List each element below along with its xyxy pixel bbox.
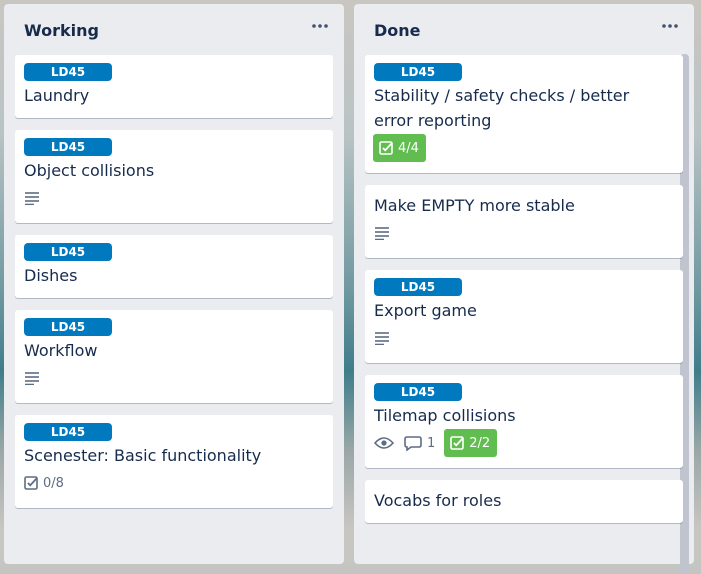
comments-badge: 1 <box>404 435 435 451</box>
card-title: Dishes <box>24 266 78 285</box>
card[interactable]: LD45 Tilemap collisions 1 2/2 <box>365 375 683 468</box>
checklist-icon <box>450 436 465 450</box>
card[interactable]: LD45 Scenester: Basic functionality 0/8 <box>15 415 333 508</box>
checklist-icon <box>379 141 393 155</box>
card-label[interactable]: LD45 <box>24 138 112 156</box>
description-icon <box>24 191 40 205</box>
badges <box>24 363 324 393</box>
card[interactable]: LD45 Workflow <box>15 310 333 403</box>
card[interactable]: LD45 Export game <box>365 270 683 363</box>
card-title: Object collisions <box>24 161 155 180</box>
checklist-icon <box>450 436 465 450</box>
card[interactable]: LD45 Stability / safety checks / better e… <box>365 55 683 173</box>
watch-icon <box>374 437 394 449</box>
description-icon <box>374 226 390 240</box>
list-menu <box>662 24 678 28</box>
badges: 4/4 <box>373 133 674 163</box>
badges: 1 2/2 <box>374 428 674 458</box>
card-label[interactable]: LD45 <box>374 278 462 296</box>
badges <box>24 183 324 213</box>
list-title: Done <box>374 21 421 40</box>
checklist-count: 0/8 <box>43 475 64 491</box>
card-title: Make EMPTY more stable <box>374 196 575 215</box>
list-menu[interactable] <box>662 24 678 28</box>
description-icon <box>375 227 389 240</box>
scrollbar <box>680 54 689 574</box>
checklist-badge: 2/2 <box>444 429 498 457</box>
description-icon <box>25 192 39 205</box>
card-label[interactable]: LD45 <box>374 383 462 401</box>
badges: 0/8 <box>24 468 324 498</box>
card-label[interactable]: LD45 <box>24 243 112 261</box>
checklist-badge: 4/4 <box>373 134 426 162</box>
checklist-icon <box>24 476 38 490</box>
card-title: Scenester: Basic functionality <box>24 446 262 465</box>
comment-count: 1 <box>427 435 436 451</box>
checklist-icon <box>24 476 38 490</box>
card-title: Laundry <box>24 86 90 105</box>
checklist-count: 2/2 <box>469 435 491 451</box>
card[interactable]: LD45 Object collisions <box>15 130 333 223</box>
description-icon <box>374 331 390 345</box>
description-icon <box>24 371 40 385</box>
card-title: Export game <box>374 301 477 320</box>
card[interactable]: Vocabs for roles <box>365 480 683 523</box>
card-title: Workflow <box>24 341 98 360</box>
card[interactable]: LD45 Laundry <box>15 55 333 118</box>
card[interactable]: Make EMPTY more stable <box>365 185 683 258</box>
card-label[interactable]: LD45 <box>24 63 112 81</box>
list-menu <box>312 24 328 28</box>
list: Done LD45 Stability / safety checks / bett… <box>354 4 694 574</box>
card-label[interactable]: LD45 <box>24 318 112 336</box>
card-title: Tilemap collisions <box>374 406 516 425</box>
comment-icon <box>404 435 422 451</box>
watch-icon <box>374 436 394 450</box>
card-title: Vocabs for roles <box>374 491 502 510</box>
badges <box>374 323 674 353</box>
card[interactable]: LD45 Dishes <box>15 235 333 298</box>
description-icon <box>25 372 39 385</box>
card-title: Stability / safety checks / better error… <box>374 86 630 130</box>
card-label[interactable]: LD45 <box>24 423 112 441</box>
badges <box>374 218 674 248</box>
list: Working LD45 Laundry LD45 Object collisions L… <box>4 4 344 564</box>
checklist-icon <box>379 141 393 155</box>
checklist-badge: 0/8 <box>24 476 64 491</box>
card-list: LD45 Laundry LD45 Object collisions LD45 Dish… <box>15 55 333 520</box>
comment-icon <box>404 436 422 451</box>
card-list: LD45 Stability / safety checks / better e… <box>365 55 683 535</box>
list-title: Working <box>24 21 99 40</box>
description-icon <box>375 332 389 345</box>
card-label[interactable]: LD45 <box>374 63 462 81</box>
list-menu[interactable] <box>312 24 328 28</box>
checklist-count: 4/4 <box>398 140 419 156</box>
